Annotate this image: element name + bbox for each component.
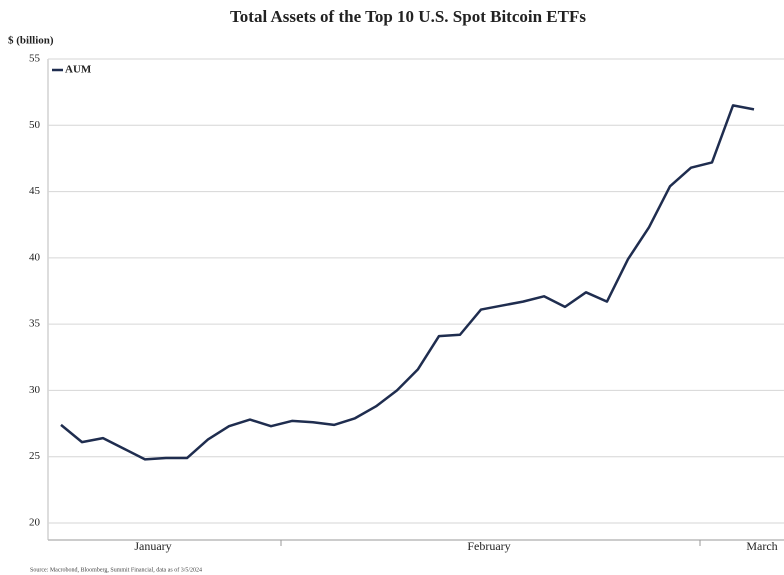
y-axis-label: $ (billion) (8, 35, 54, 47)
y-tick-label: 30 (29, 384, 41, 396)
line-series (60, 104, 755, 461)
y-tick-label: 55 (29, 53, 41, 65)
y-tick-label: 50 (29, 119, 41, 131)
x-tick-label: February (467, 539, 510, 553)
y-tick-label: 35 (29, 318, 41, 330)
chart-title: Total Assets of the Top 10 U.S. Spot Bit… (230, 7, 586, 26)
y-tick-label: 45 (29, 185, 41, 197)
x-tick-label: January (134, 539, 171, 553)
x-tick-label: March (746, 539, 777, 553)
y-tick-label: 20 (29, 517, 41, 529)
y-tick-label: 40 (29, 251, 41, 263)
legend-label: AUM (65, 64, 92, 76)
y-tick-label: 25 (29, 450, 41, 462)
source-note: Source: Macrobond, Bloomberg, Summit Fin… (30, 566, 202, 573)
